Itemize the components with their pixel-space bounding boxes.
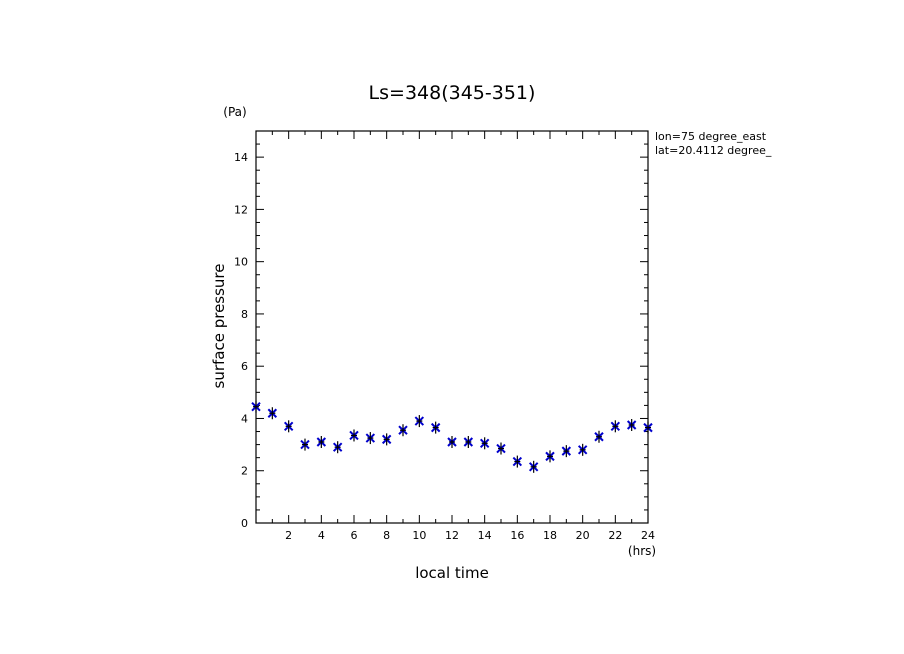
data-point — [398, 424, 408, 437]
data-point — [643, 421, 653, 434]
data-point — [577, 443, 588, 456]
data-point — [414, 415, 425, 428]
axis-ticks — [255, 130, 649, 524]
x-tick-label: 2 — [285, 529, 292, 542]
data-point — [626, 419, 637, 431]
y-tick-label: 6 — [241, 360, 248, 373]
x-tick-label: 24 — [641, 529, 655, 542]
x-tick-label: 14 — [478, 529, 492, 542]
data-point — [283, 420, 294, 433]
chart-title: Ls=348(345-351) — [369, 82, 536, 104]
x-tick-label: 12 — [445, 529, 459, 542]
data-point — [349, 429, 359, 442]
annotation-lon: lon=75 degree_east — [655, 130, 767, 143]
x-tick-label: 22 — [608, 529, 622, 542]
data-point — [251, 400, 261, 413]
data-point — [430, 421, 441, 434]
x-axis-label: local time — [415, 564, 489, 582]
data-point — [300, 438, 310, 451]
x-tick-label: 8 — [383, 529, 390, 542]
data-point — [496, 442, 506, 455]
data-point — [365, 432, 376, 445]
x-tick-label: 4 — [318, 529, 325, 542]
y-tick-label: 4 — [241, 412, 248, 425]
x-tick-label: 16 — [510, 529, 524, 542]
data-point — [267, 407, 278, 420]
data-point — [561, 445, 572, 458]
data-point — [610, 420, 621, 433]
data-point — [528, 460, 539, 473]
x-unit-label: (hrs) — [628, 544, 656, 558]
y-tick-label: 10 — [234, 256, 248, 269]
x-tick-label: 10 — [412, 529, 426, 542]
data-point — [316, 435, 327, 448]
y-tick-label: 0 — [241, 517, 248, 530]
annotation-lat: lat=20.4112 degree_ — [655, 144, 772, 157]
data-points — [251, 400, 653, 473]
y-tick-label: 14 — [234, 151, 248, 164]
x-tick-label: 6 — [351, 529, 358, 542]
data-point — [594, 430, 604, 443]
data-point — [479, 437, 490, 450]
plot-frame — [255, 130, 649, 524]
data-point — [512, 455, 523, 468]
x-tick-label: 18 — [543, 529, 557, 542]
data-point — [545, 450, 555, 463]
y-axis-label: surface pressure — [210, 264, 228, 389]
data-point — [447, 435, 457, 448]
x-tick-label: 20 — [576, 529, 590, 542]
y-tick-label: 2 — [241, 465, 248, 478]
y-tick-label: 8 — [241, 308, 248, 321]
data-point — [381, 433, 392, 446]
data-point — [332, 441, 343, 454]
y-unit-label: (Pa) — [223, 105, 246, 119]
data-point — [463, 435, 474, 448]
y-tick-label: 12 — [234, 203, 248, 216]
